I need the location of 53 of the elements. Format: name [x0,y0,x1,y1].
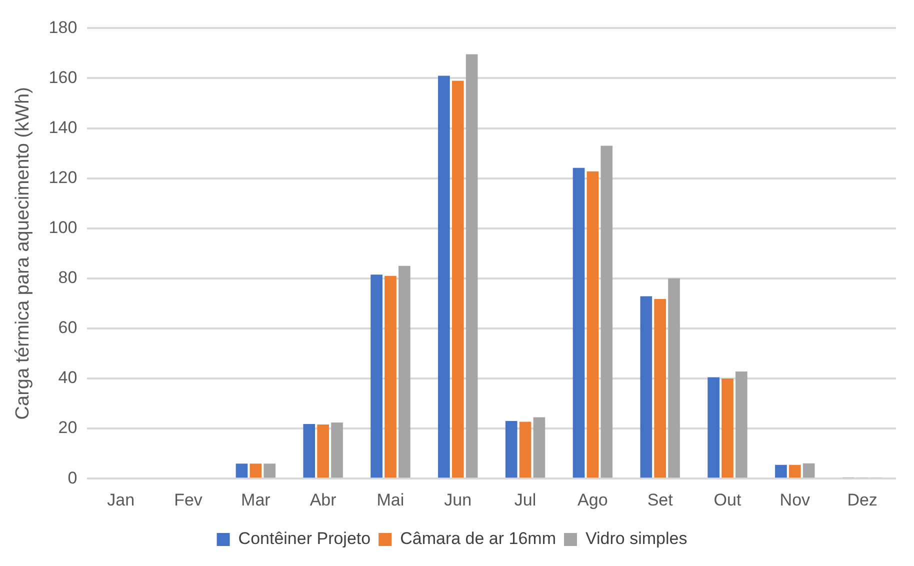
bar [505,421,518,478]
bar [640,296,652,478]
y-tick-label: 0 [68,468,78,488]
bar [572,168,585,478]
bar [788,464,801,478]
x-tick-label: Jun [444,490,472,510]
bar [668,278,680,478]
bar [802,463,815,478]
y-axis-title: Carga térmica para aquecimento (kWh) [12,87,34,420]
bar [466,54,478,478]
bar [384,276,396,478]
bar [331,422,343,478]
bar [452,80,464,478]
y-tick-label: 80 [58,268,78,288]
y-tick-label: 40 [58,368,78,388]
x-tick-label: Out [714,490,742,510]
y-tick-label: 160 [48,68,78,87]
bar [722,378,734,478]
bar [370,274,382,478]
bar [317,424,329,478]
y-tick-label: 180 [48,18,78,37]
bar [264,464,276,478]
bar [398,266,410,478]
bar [519,422,532,478]
bar [533,417,546,478]
x-tick-label: Abr [310,490,337,510]
y-tick-label: 60 [58,318,78,338]
x-tick-label: Nov [780,490,811,510]
x-tick-label: Dez [847,490,878,510]
bar [708,377,720,478]
x-tick-label: Mar [241,490,271,510]
bar [586,171,599,478]
bar [775,464,787,478]
x-tick-label: Fev [174,490,203,510]
y-tick-label: 120 [48,168,78,188]
x-tick-label: Mai [376,490,404,510]
bar [236,464,248,478]
bar [736,372,748,478]
bar [438,76,450,478]
bar [600,146,613,478]
x-tick-label: Set [647,490,674,510]
y-tick-label: 100 [48,218,78,238]
legend-label: Vidro simples [585,529,688,548]
x-tick-label: Jan [107,490,135,510]
y-tick-label: 20 [58,418,78,438]
legend-label: Contêiner Projeto [238,529,371,548]
bar [303,424,316,478]
bar [250,464,262,478]
bar [654,298,666,478]
y-tick-label: 140 [48,118,78,137]
x-tick-label: Jul [514,490,536,510]
x-tick-label: Ago [578,490,608,510]
legend-label: Câmara de ar 16mm [400,529,556,548]
